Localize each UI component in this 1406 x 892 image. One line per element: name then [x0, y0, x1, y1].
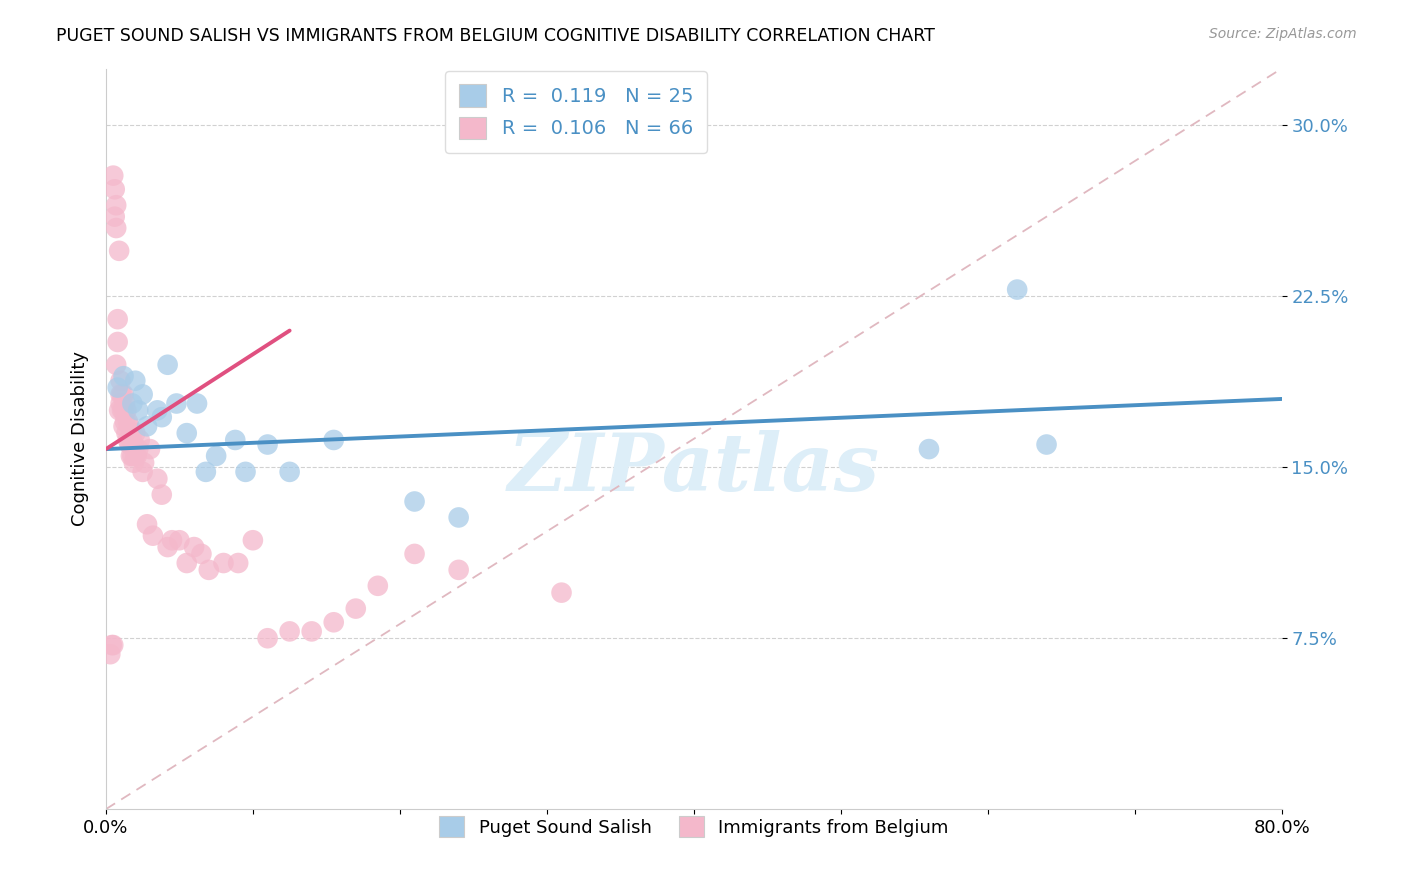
Text: Source: ZipAtlas.com: Source: ZipAtlas.com	[1209, 27, 1357, 41]
Point	[124, 426, 146, 441]
Point	[224, 433, 246, 447]
Point	[278, 465, 301, 479]
Point	[131, 465, 153, 479]
Point	[136, 517, 159, 532]
Point	[114, 396, 136, 410]
Point	[134, 456, 156, 470]
Point	[120, 449, 142, 463]
Point	[110, 387, 132, 401]
Point	[122, 456, 145, 470]
Point	[139, 442, 162, 456]
Point	[124, 449, 146, 463]
Point	[124, 374, 146, 388]
Point	[120, 433, 142, 447]
Point	[156, 540, 179, 554]
Point	[150, 410, 173, 425]
Point	[169, 533, 191, 548]
Point	[104, 210, 127, 224]
Point	[242, 533, 264, 548]
Point	[127, 403, 149, 417]
Point	[1035, 437, 1057, 451]
Point	[105, 198, 128, 212]
Point	[183, 540, 205, 554]
Point	[104, 182, 127, 196]
Point	[117, 433, 139, 447]
Point	[125, 449, 148, 463]
Point	[118, 437, 141, 451]
Point	[205, 449, 228, 463]
Point	[101, 638, 124, 652]
Point	[150, 488, 173, 502]
Point	[105, 358, 128, 372]
Point	[103, 169, 125, 183]
Point	[146, 403, 169, 417]
Point	[367, 579, 389, 593]
Text: PUGET SOUND SALISH VS IMMIGRANTS FROM BELGIUM COGNITIVE DISABILITY CORRELATION C: PUGET SOUND SALISH VS IMMIGRANTS FROM BE…	[56, 27, 935, 45]
Point	[115, 403, 138, 417]
Point	[111, 387, 134, 401]
Point	[194, 465, 217, 479]
Point	[121, 449, 143, 463]
Y-axis label: Cognitive Disability: Cognitive Disability	[72, 351, 89, 526]
Point	[111, 403, 134, 417]
Point	[212, 556, 235, 570]
Point	[115, 426, 138, 441]
Point	[344, 601, 367, 615]
Point	[1005, 283, 1028, 297]
Point	[110, 396, 132, 410]
Text: ZIPatlas: ZIPatlas	[508, 430, 880, 508]
Point	[118, 419, 141, 434]
Point	[136, 419, 159, 434]
Point	[121, 396, 143, 410]
Point	[112, 403, 135, 417]
Point	[176, 426, 198, 441]
Point	[128, 433, 150, 447]
Point	[190, 547, 212, 561]
Point	[131, 387, 153, 401]
Point	[186, 396, 208, 410]
Point	[256, 437, 278, 451]
Point	[550, 585, 572, 599]
Point	[108, 244, 131, 258]
Legend: Puget Sound Salish, Immigrants from Belgium: Puget Sound Salish, Immigrants from Belg…	[432, 809, 956, 845]
Point	[105, 221, 128, 235]
Point	[447, 563, 470, 577]
Point	[176, 556, 198, 570]
Point	[117, 415, 139, 429]
Point	[98, 647, 121, 661]
Point	[112, 369, 135, 384]
Point	[112, 387, 135, 401]
Point	[226, 556, 249, 570]
Point	[114, 415, 136, 429]
Point	[301, 624, 323, 639]
Point	[197, 563, 219, 577]
Point	[110, 374, 132, 388]
Point	[235, 465, 257, 479]
Point	[146, 472, 169, 486]
Point	[107, 334, 129, 349]
Point	[322, 433, 344, 447]
Point	[166, 396, 188, 410]
Point	[322, 615, 344, 630]
Point	[278, 624, 301, 639]
Point	[121, 426, 143, 441]
Point	[160, 533, 183, 548]
Point	[108, 403, 131, 417]
Point	[404, 494, 426, 508]
Point	[918, 442, 941, 456]
Point	[127, 442, 149, 456]
Point	[404, 547, 426, 561]
Point	[256, 631, 278, 645]
Point	[447, 510, 470, 524]
Point	[156, 358, 179, 372]
Point	[142, 529, 165, 543]
Point	[107, 380, 129, 394]
Point	[103, 638, 125, 652]
Point	[112, 419, 135, 434]
Point	[107, 312, 129, 326]
Point	[122, 437, 145, 451]
